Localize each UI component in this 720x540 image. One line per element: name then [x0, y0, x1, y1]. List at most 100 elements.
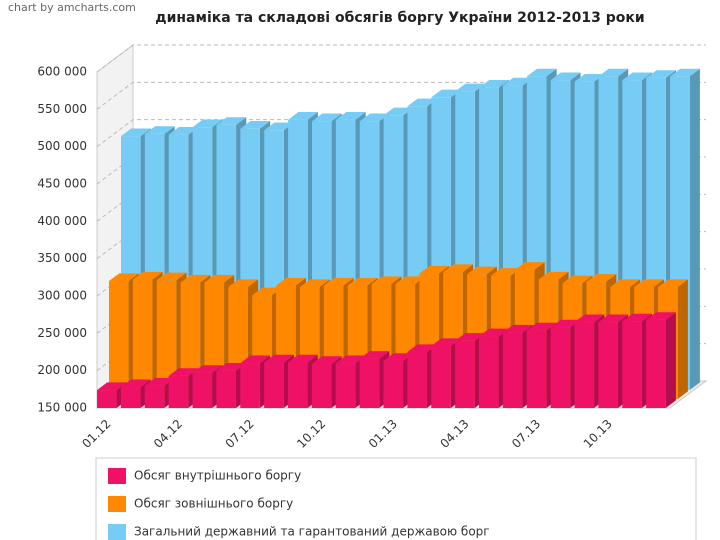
y-tick-label: 450 000	[37, 177, 87, 191]
bar-top	[586, 274, 617, 282]
legend-swatch	[108, 524, 126, 540]
bar-top	[132, 271, 163, 280]
x-tick-label: 07.12	[223, 417, 257, 451]
grid-line	[96, 44, 706, 73]
bar-top	[216, 363, 247, 371]
bar-top	[216, 117, 247, 125]
bar	[479, 336, 499, 408]
credit: chart by amcharts.com	[8, 1, 136, 14]
bar-top	[502, 324, 533, 333]
y-tick-label: 300 000	[37, 289, 87, 303]
bar-top	[168, 126, 199, 135]
bar-top	[109, 273, 139, 282]
bar-top	[622, 313, 653, 322]
bar-top	[395, 276, 426, 285]
bar-top	[467, 266, 497, 275]
bar-top	[503, 77, 533, 86]
bar	[407, 352, 427, 408]
bar	[311, 363, 332, 408]
bar	[288, 362, 308, 408]
bar-top	[156, 272, 187, 281]
bar-top	[455, 333, 485, 341]
bar	[359, 358, 380, 408]
legend-label: Обсяг зовнішнього боргу	[134, 497, 293, 511]
bar-top	[407, 344, 438, 352]
bar-top	[359, 113, 390, 122]
bar-top	[431, 89, 462, 98]
x-tick-label: 01.13	[366, 417, 400, 451]
bar	[574, 322, 595, 408]
y-tick-label: 250 000	[37, 326, 87, 340]
bar-top	[97, 382, 127, 391]
bar-top	[634, 279, 665, 287]
bar	[598, 322, 618, 408]
bar	[132, 279, 153, 399]
y-tick-label: 550 000	[37, 102, 87, 116]
bar-top	[526, 322, 557, 331]
y-tick-label: 150 000	[37, 401, 87, 415]
y-tick-label: 200 000	[37, 363, 87, 377]
bar-top	[574, 314, 605, 323]
bar-top	[479, 79, 509, 88]
x-tick-label: 04.12	[151, 417, 185, 451]
bar-top	[514, 262, 545, 270]
bar-top	[276, 277, 306, 286]
bar-top	[264, 122, 295, 131]
bar-top	[443, 264, 474, 273]
bar-top	[622, 72, 653, 81]
bar-top	[240, 355, 271, 364]
bar-top	[300, 279, 330, 287]
bar-top	[538, 271, 569, 280]
bar	[646, 319, 666, 408]
bar	[144, 385, 165, 408]
bar	[335, 363, 356, 408]
bar	[216, 370, 236, 408]
bar-top	[288, 354, 318, 363]
legend-swatch	[108, 468, 126, 484]
bar-top	[526, 68, 557, 77]
bar	[383, 360, 404, 408]
legend-label: Обсяг внутрішнього боргу	[134, 469, 301, 483]
bar	[168, 375, 189, 408]
bar	[97, 390, 117, 408]
bar-top	[180, 274, 211, 283]
bar	[109, 281, 129, 399]
bar-top	[288, 112, 318, 120]
bar-top	[323, 277, 354, 286]
bar-top	[240, 121, 271, 129]
bar	[192, 372, 213, 408]
bar	[622, 321, 642, 408]
bar-top	[455, 83, 486, 92]
legend-box	[95, 457, 697, 540]
bar	[264, 362, 284, 408]
bar-top	[407, 98, 438, 107]
x-tick-label: 07.13	[509, 417, 543, 451]
bar-top	[192, 365, 223, 373]
y-tick-label: 350 000	[37, 251, 87, 265]
bar-top	[312, 113, 342, 122]
legend-swatch	[108, 496, 126, 512]
y-tick-label: 400 000	[37, 214, 87, 228]
bar-top	[383, 353, 414, 361]
bar-top	[168, 368, 199, 376]
bar-top	[228, 279, 259, 287]
bar-top	[419, 265, 450, 274]
bar	[502, 332, 523, 408]
bar-top	[598, 68, 629, 77]
bar-top	[371, 276, 402, 285]
legend-label: Загальний державний та гарантований держ…	[134, 525, 490, 539]
bar	[156, 280, 177, 399]
bar-top	[646, 70, 677, 78]
bar-top	[335, 355, 366, 364]
bar-top	[347, 277, 378, 286]
x-tick-label: 10.12	[294, 417, 328, 451]
bar-top	[383, 107, 414, 116]
bar-top	[120, 379, 151, 388]
bar-top	[491, 268, 521, 276]
bar-top	[264, 354, 294, 363]
bar-side	[689, 68, 700, 390]
bar-top	[550, 72, 581, 81]
bar-top	[646, 312, 676, 320]
bar	[455, 340, 475, 408]
chart-title: динаміка та складові обсягів боргу Украї…	[155, 10, 644, 26]
